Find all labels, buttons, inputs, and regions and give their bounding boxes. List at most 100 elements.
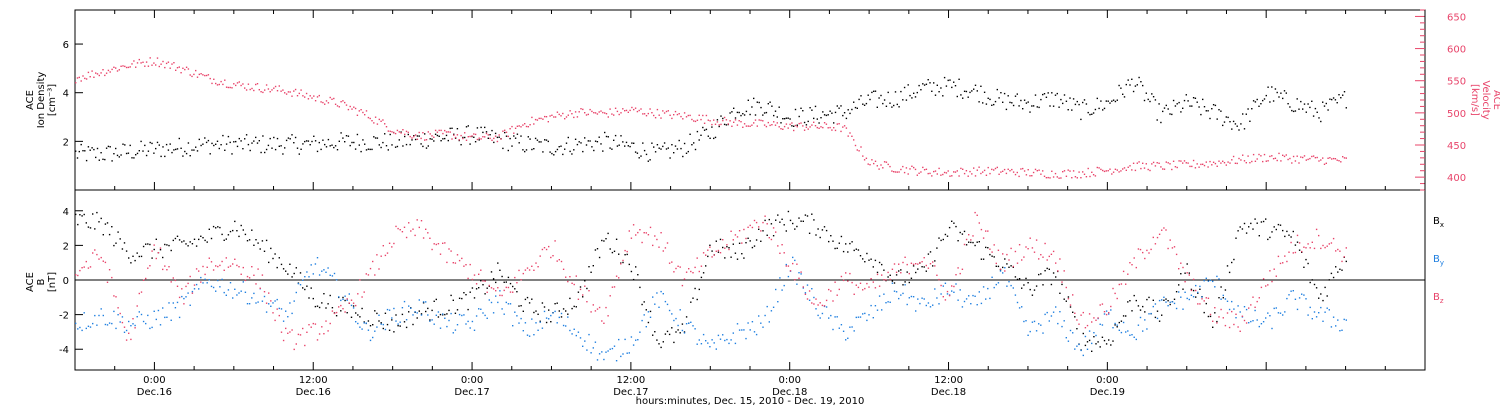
velocity-point [1227, 161, 1229, 163]
bx-point [1040, 273, 1042, 275]
bz-point [762, 221, 764, 224]
by-point [153, 310, 155, 312]
bx-point [1108, 339, 1110, 341]
bx-point [187, 245, 189, 247]
velocity-point [936, 173, 938, 175]
by-point [929, 306, 932, 308]
by-point [951, 290, 953, 292]
bz-point [976, 214, 978, 216]
ion-density-point [798, 115, 800, 118]
by-point [671, 313, 673, 315]
by-point [321, 270, 323, 272]
bx-point [516, 291, 518, 293]
bx-point [89, 227, 92, 229]
bz-point [857, 286, 860, 289]
by-point [1245, 308, 1248, 311]
by-point [866, 319, 868, 322]
by-point [1018, 307, 1021, 309]
bx-point [172, 239, 174, 242]
bx-point [238, 235, 240, 238]
ion-density-point [1296, 98, 1298, 100]
velocity-point [691, 118, 693, 121]
ion-density-point [1342, 94, 1344, 96]
bz-point [1335, 250, 1337, 252]
velocity-point [814, 125, 817, 127]
by-point [1161, 299, 1163, 301]
bz-point [1284, 255, 1286, 257]
bz-point [181, 288, 183, 290]
ion-density-point [945, 85, 948, 87]
bx-point [762, 230, 764, 232]
ion-density-point [1062, 102, 1064, 105]
bx-point [573, 305, 575, 308]
velocity-point [860, 146, 862, 148]
ion-density-point [820, 117, 822, 119]
velocity-point [334, 103, 337, 105]
ion-density-point [1043, 93, 1046, 95]
ion-density-point [1243, 128, 1246, 130]
velocity-point [527, 126, 529, 128]
velocity-point [1312, 155, 1315, 157]
ion-density-point [1252, 100, 1255, 102]
ion-density-point [954, 85, 957, 87]
bx-point [1209, 315, 1212, 318]
bx-point [304, 288, 306, 291]
bz-point [329, 322, 331, 325]
ion-density-point [1312, 115, 1315, 117]
by-point [352, 307, 355, 309]
ion-density-point [1338, 94, 1340, 96]
ion-density-point [411, 139, 413, 141]
bx-point [244, 233, 247, 236]
bz-point [548, 245, 550, 248]
velocity-point [540, 117, 542, 120]
by-point [1146, 328, 1148, 330]
bz-point [666, 242, 669, 244]
bz-point [1318, 234, 1320, 237]
bx-point [641, 303, 643, 306]
velocity-point [520, 126, 522, 128]
by-point [1044, 313, 1046, 316]
bz-point [297, 333, 300, 336]
ion-density-point [462, 136, 464, 139]
bx-point [1184, 272, 1186, 274]
bz-point [868, 286, 870, 288]
bx-point [335, 315, 338, 317]
bx-point [1241, 228, 1244, 230]
bz-point [287, 332, 289, 334]
bx-point [1050, 283, 1053, 286]
bz-point [1086, 324, 1089, 327]
ion-density-point [342, 137, 344, 139]
ion-density-point [889, 102, 891, 104]
velocity-point [387, 130, 389, 132]
ion-density-point [1134, 85, 1137, 87]
bz-point [395, 225, 397, 228]
velocity-point [929, 172, 931, 175]
bz-point [1116, 297, 1118, 300]
ion-density-point [425, 147, 428, 149]
ion-density-point [1127, 79, 1129, 81]
ion-density-point [731, 111, 733, 113]
by-point [847, 337, 849, 339]
ion-density-point [729, 112, 731, 114]
ion-density-point [780, 122, 782, 124]
by-point [804, 292, 807, 294]
bx-point [749, 240, 751, 242]
velocity-point [165, 62, 168, 65]
bx-point [1103, 339, 1106, 342]
velocity-point [609, 108, 611, 110]
velocity-point [207, 74, 210, 76]
bx-point [1125, 315, 1127, 317]
bx-point [787, 210, 790, 213]
bz-point [1320, 247, 1322, 250]
by-point [255, 302, 257, 304]
ion-density-point [124, 144, 126, 146]
bx-point [1235, 237, 1237, 239]
by-point [845, 339, 847, 341]
ion-density-point [196, 150, 199, 152]
bz-point [607, 315, 609, 317]
by-point [688, 322, 690, 324]
bz-point [781, 244, 783, 246]
by-point [1218, 278, 1220, 280]
ion-density-point [496, 136, 499, 139]
ion-density-point [1102, 109, 1104, 111]
